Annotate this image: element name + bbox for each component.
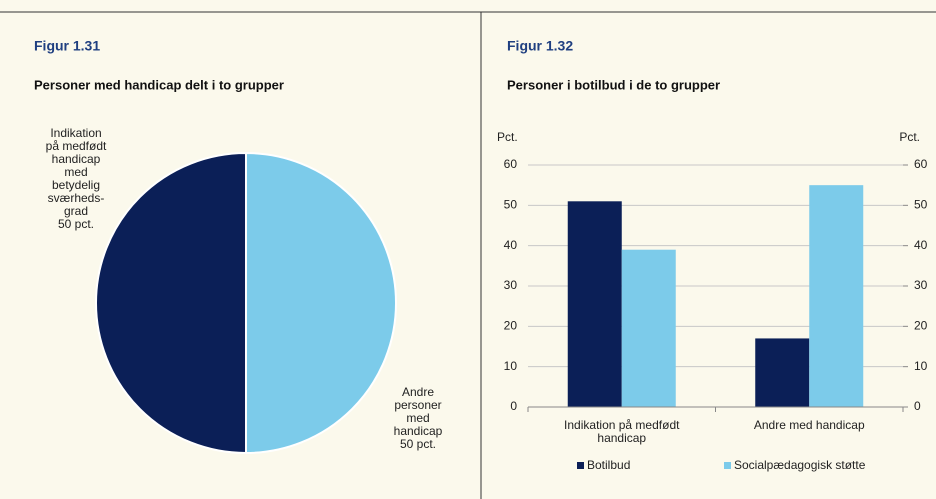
slice-label: betydelig — [52, 178, 100, 192]
slice-label: Indikation — [50, 126, 101, 140]
y2-tick-label: 20 — [914, 319, 928, 333]
slice-label: på medfødt — [46, 139, 107, 153]
y-tick-label: 60 — [504, 157, 518, 171]
bar — [809, 185, 864, 407]
slice-label: sværheds- — [48, 191, 105, 205]
slice-label: grad — [64, 204, 88, 218]
chart-title: Personer med handicap delt i to grupper — [34, 77, 284, 92]
legend-label: Botilbud — [587, 458, 631, 472]
y2-tick-label: 60 — [914, 157, 928, 171]
slice-label: handicap — [394, 424, 443, 438]
chart-title: Personer i botilbud i de to grupper — [507, 77, 720, 92]
bar — [755, 338, 810, 407]
y-tick-label: 10 — [504, 359, 518, 373]
y-tick-label: 30 — [504, 278, 518, 292]
slice-value-label: 50 pct. — [400, 437, 436, 451]
pie-slice — [95, 151, 247, 455]
slice-value-label: 50 pct. — [58, 217, 94, 231]
y2-tick-label: 10 — [914, 359, 928, 373]
slice-label: Andre — [402, 385, 434, 399]
y2-tick-label: 30 — [914, 278, 928, 292]
slice-label: med — [406, 411, 429, 425]
x-tick-label: Indikation på medfødt handicap — [564, 418, 680, 445]
bar — [567, 201, 622, 407]
slice-label: med — [64, 165, 87, 179]
y2-axis-label: Pct. — [899, 130, 920, 144]
y2-tick-label: 40 — [914, 238, 928, 252]
y2-tick-label: 50 — [914, 198, 928, 212]
legend-swatch — [724, 462, 731, 469]
legend-label: Socialpædagogisk støtte — [734, 458, 866, 472]
pie-slice — [245, 151, 397, 455]
legend-swatch — [577, 462, 584, 469]
bar — [621, 249, 676, 407]
x-tick-label: Andre med handicap — [753, 418, 865, 432]
figure-label: Figur 1.31 — [34, 38, 100, 54]
y-tick-label: 20 — [504, 319, 518, 333]
y-tick-label: 40 — [504, 238, 518, 252]
figure-label: Figur 1.32 — [507, 38, 573, 54]
slice-label: personer — [394, 398, 441, 412]
y-axis-label: Pct. — [497, 130, 518, 144]
y-tick-label: 0 — [510, 399, 517, 413]
y2-tick-label: 0 — [914, 399, 921, 413]
y-tick-label: 50 — [504, 198, 518, 212]
slice-label: handicap — [52, 152, 101, 166]
